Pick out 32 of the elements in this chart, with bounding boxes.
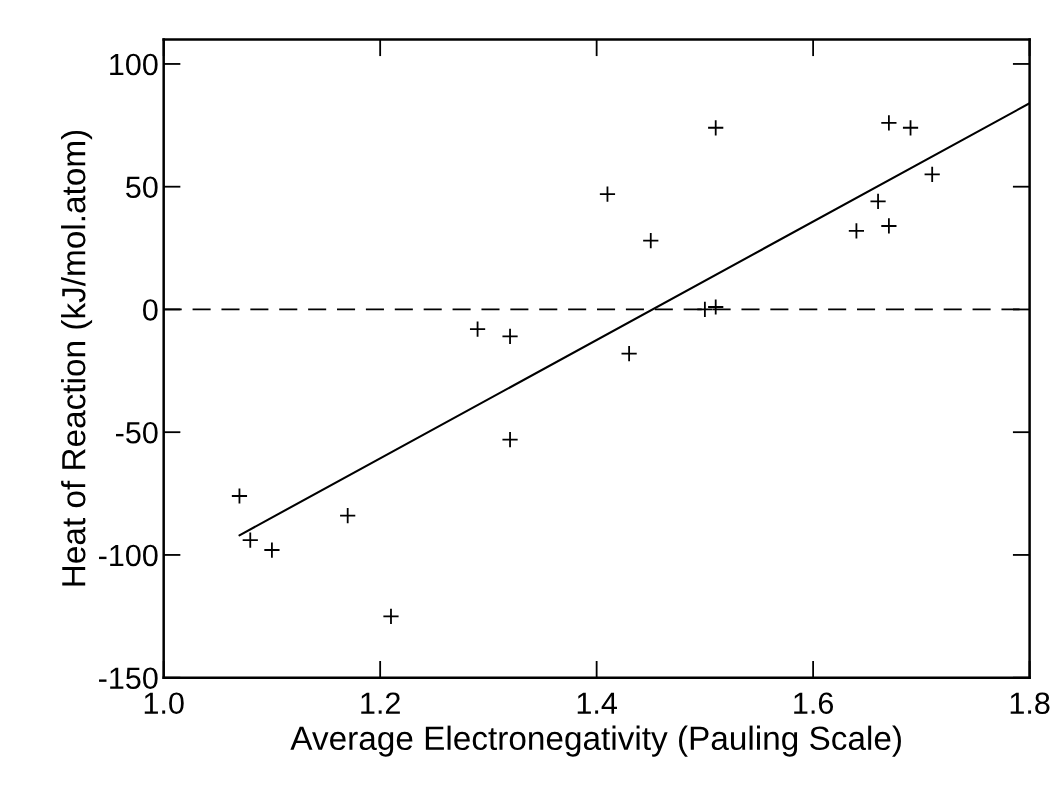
point (241, 531, 259, 549)
y-tick-label: -150 (99, 667, 158, 690)
point (501, 327, 519, 345)
point (707, 298, 725, 316)
point (923, 165, 941, 183)
y-tick-label: 100 (110, 53, 158, 76)
y-axis-title: Heat of Reaction (kJ/mol.atom) (61, 130, 93, 586)
point (642, 232, 660, 250)
x-tick-label: 1.4 (577, 692, 617, 714)
point (880, 217, 898, 235)
y-tick-label: -100 (99, 544, 158, 567)
x-tick-label: 1.0 (144, 692, 184, 715)
point (620, 345, 638, 363)
point (598, 185, 616, 203)
point (880, 114, 898, 132)
point (263, 541, 281, 559)
point (230, 487, 248, 505)
x-tick-label: 1.6 (794, 692, 834, 715)
y-tick-label: 50 (126, 176, 158, 199)
y-tick-label: -50 (116, 421, 158, 444)
point (501, 431, 519, 449)
x-axis-title: Average Electronegativity (Pauling Scale) (290, 725, 901, 757)
point (469, 320, 487, 338)
point (707, 119, 725, 137)
point (847, 222, 865, 240)
x-tick-label: 1.2 (361, 692, 400, 714)
point (902, 119, 920, 137)
x-tick-label: 1.8 (1010, 692, 1050, 715)
point (869, 192, 887, 210)
y-tick-label: 0 (143, 299, 158, 321)
point (339, 507, 357, 525)
point (382, 607, 400, 625)
